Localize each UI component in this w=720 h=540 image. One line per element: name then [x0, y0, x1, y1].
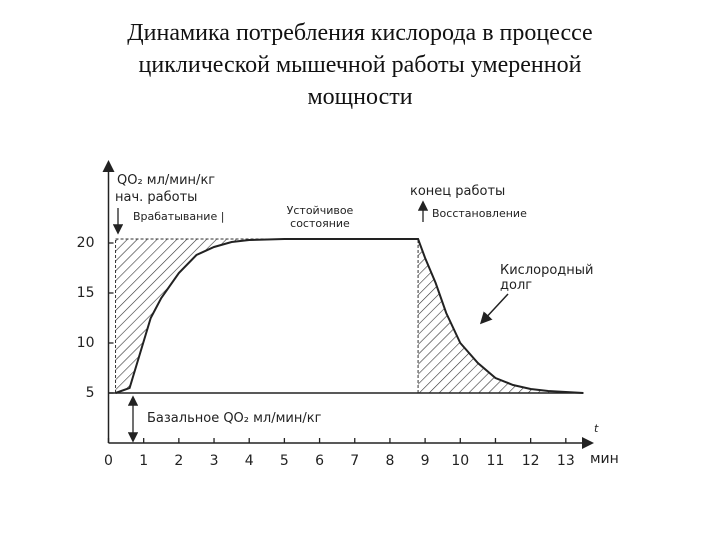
annotation: состояние — [290, 217, 350, 230]
annotation: конец работы — [410, 184, 505, 199]
x-tick-label: 1 — [139, 453, 148, 469]
y-tick-label: 15 — [77, 285, 95, 301]
y-axis-label: QO₂ мл/мин/кг — [117, 173, 215, 188]
annotation: Восстановление — [432, 207, 527, 220]
y-tick-label: 5 — [86, 385, 95, 401]
curve — [115, 238, 584, 394]
annotation: Кислородный — [500, 263, 594, 278]
x-tick-label: 0 — [104, 453, 113, 469]
x-tick-label: 13 — [557, 453, 575, 469]
title-line: мощности — [307, 84, 412, 110]
x-tick-label: 11 — [487, 453, 505, 469]
x-tick-label: 9 — [421, 453, 430, 469]
x-tick-label: 8 — [385, 453, 394, 469]
y-tick-label: 10 — [77, 335, 95, 351]
y-tick-label: 20 — [77, 235, 95, 251]
x-tick-label: 10 — [451, 453, 469, 469]
x-var: t — [594, 422, 599, 435]
x-tick-label: 7 — [350, 453, 359, 469]
x-tick-label: 6 — [315, 453, 324, 469]
hatch-area — [115, 239, 285, 393]
x-tick-label: 4 — [245, 453, 254, 469]
title-line: циклической мышечной работы умеренной — [139, 52, 582, 78]
hatch-area — [418, 239, 584, 393]
annotation: Врабатывание | — [133, 210, 224, 223]
x-tick-label: 5 — [280, 453, 289, 469]
annotation: нач. работы — [115, 190, 197, 205]
annotation: Базальное QO₂ мл/мин/кг — [147, 411, 322, 426]
x-axis-label: мин — [590, 451, 619, 467]
x-tick-label: 2 — [174, 453, 183, 469]
annotation: Устойчивое — [287, 204, 354, 217]
x-tick-label: 3 — [210, 453, 219, 469]
title-line: Динамика потребления кислорода в процесс… — [127, 20, 592, 46]
x-tick-label: 12 — [522, 453, 540, 469]
annotation: долг — [500, 278, 532, 293]
arrow — [479, 293, 509, 325]
